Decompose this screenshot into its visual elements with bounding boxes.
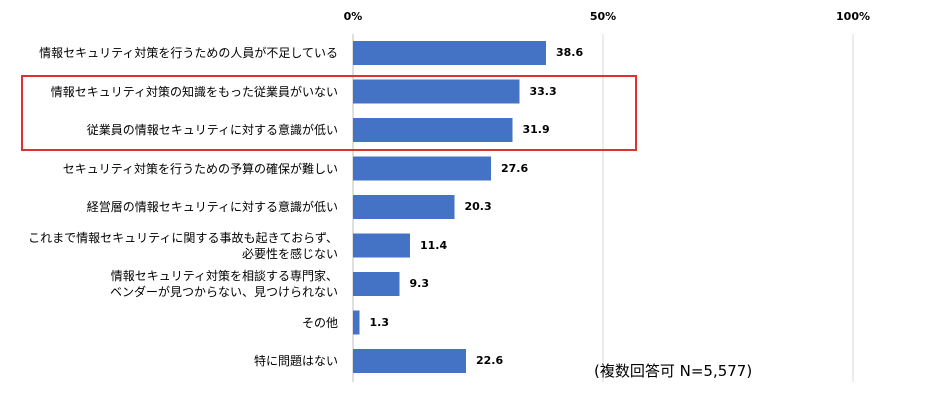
x-tick-label: 50% xyxy=(589,10,617,23)
category-label-line: 特に問題はない xyxy=(253,354,338,368)
category-label: 経営層の情報セキュリティに対する意識が低い xyxy=(87,199,338,215)
bar xyxy=(353,233,410,258)
category-label: セキュリティ対策を行うための予算の確保が難しい xyxy=(63,161,338,177)
category-label-line: セキュリティ対策を行うための予算の確保が難しい xyxy=(62,161,338,176)
category-label: 特に問題はない xyxy=(254,353,338,369)
category-label-line: 情報セキュリティ対策の知識をもった従業員がいない xyxy=(50,84,338,99)
highlight-box xyxy=(21,75,637,151)
category-label-line: その他 xyxy=(301,315,338,330)
data-label: 9.3 xyxy=(409,277,430,290)
category-label-line: ベンダーが見つからない、見つけられない xyxy=(109,285,338,299)
category-label-line: 経営層の情報セキュリティに対する意識が低い xyxy=(86,200,338,214)
bar xyxy=(353,272,400,296)
data-label: 20.3 xyxy=(464,200,492,213)
data-label: 38.6 xyxy=(556,46,584,59)
bar xyxy=(353,195,455,219)
category-label-line: 必要性を感じない xyxy=(241,246,338,261)
x-tick-label: 0% xyxy=(343,10,363,23)
bar xyxy=(353,118,513,142)
bar xyxy=(353,310,360,335)
data-label: 11.4 xyxy=(420,238,448,252)
bar xyxy=(353,156,491,181)
category-label: これまで情報セキュリティに関する事故も起きておらず、 必要性を感じない xyxy=(28,230,338,262)
data-label: 31.9 xyxy=(522,123,550,136)
data-label: 27.6 xyxy=(501,161,529,175)
category-label-line: 従業員の情報セキュリティに対する意識が低い xyxy=(86,123,338,137)
data-label: 1.3 xyxy=(369,315,390,329)
category-label: 情報セキュリティ対策を相談する専門家、 ベンダーが見つからない、見つけられない xyxy=(110,268,338,300)
category-label-line: これまで情報セキュリティに関する事故も起きておらず、 xyxy=(28,230,338,245)
category-label-line: 情報セキュリティ対策を行うための人員が不足している xyxy=(39,46,338,60)
category-label: 従業員の情報セキュリティに対する意識が低い xyxy=(87,122,338,138)
category-label: 情報セキュリティ対策の知識をもった従業員がいない xyxy=(51,84,338,100)
data-label: 33.3 xyxy=(529,84,557,98)
category-label: 情報セキュリティ対策を行うための人員が不足している xyxy=(39,45,338,61)
bar xyxy=(353,79,520,104)
bar xyxy=(353,349,466,373)
chart-note: (複数回答可 N=5,577) xyxy=(594,362,753,380)
x-tick-label: 100% xyxy=(836,10,870,23)
category-label: その他 xyxy=(302,315,338,331)
data-label: 22.6 xyxy=(476,354,504,367)
bar xyxy=(353,41,546,65)
category-label-line: 情報セキュリティ対策を相談する専門家、 xyxy=(110,269,338,283)
